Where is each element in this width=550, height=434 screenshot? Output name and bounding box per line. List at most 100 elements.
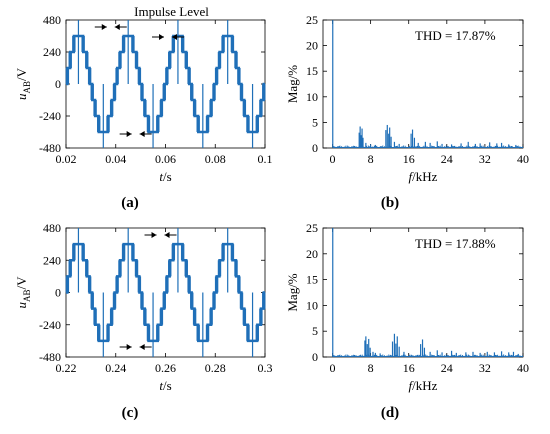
x-tick-label: 0.22 xyxy=(56,361,77,375)
switching-band xyxy=(134,260,139,277)
switching-band xyxy=(85,52,89,68)
switching-band xyxy=(212,84,216,100)
y-axis-label-unit: /V xyxy=(14,67,29,81)
switching-band xyxy=(180,36,185,52)
x-axis-label-main: t xyxy=(159,378,163,393)
switching-band xyxy=(209,308,213,325)
switching-band xyxy=(131,36,135,52)
switching-band xyxy=(217,260,222,277)
switching-band xyxy=(180,244,185,261)
switching-band xyxy=(237,276,241,293)
switching-band xyxy=(112,84,117,100)
switching-band xyxy=(137,276,142,293)
x-tick-label: 0.24 xyxy=(105,361,126,375)
thd-label: THD = 17.87% xyxy=(415,28,496,43)
switching-band xyxy=(137,68,142,84)
panel-b: 0 8 16 24 32 40 0 5 10 15 20 25 THD = 17.87% f/kHz Mag… xyxy=(285,13,529,211)
switching-band xyxy=(246,324,250,341)
switching-band xyxy=(171,244,176,261)
marker-arrowhead xyxy=(114,24,120,30)
switching-band xyxy=(259,308,263,325)
switching-band xyxy=(109,100,114,116)
thd-label: THD = 17.88% xyxy=(415,236,496,251)
x-tick-label: 0.08 xyxy=(205,152,226,166)
switching-band xyxy=(168,52,172,68)
switching-band xyxy=(159,308,164,325)
y-tick-label: 15 xyxy=(306,64,318,78)
switching-band xyxy=(184,52,188,68)
y-tick-label: 15 xyxy=(306,273,318,287)
switching-band xyxy=(93,308,97,325)
marker-arrowhead xyxy=(158,34,164,40)
x-tick-label: 40 xyxy=(517,152,529,166)
switching-band xyxy=(115,68,119,84)
switching-band xyxy=(115,276,119,293)
y-tick-label: 0 xyxy=(312,141,318,155)
x-tick-label: 0.04 xyxy=(105,152,126,166)
switching-band xyxy=(93,100,97,116)
switching-band xyxy=(168,260,172,277)
switching-band xyxy=(65,68,70,84)
switching-band xyxy=(118,52,122,68)
switching-band xyxy=(156,116,160,132)
switching-band xyxy=(196,116,200,132)
switching-band xyxy=(162,292,166,309)
y-axis-label-sub: AB xyxy=(22,81,32,94)
x-tick-label: 0.28 xyxy=(205,361,226,375)
y-axis-label-main: u xyxy=(14,302,29,309)
switching-band xyxy=(85,260,89,277)
switching-band xyxy=(262,292,266,309)
switching-band xyxy=(214,276,219,293)
switching-band xyxy=(121,36,126,52)
switching-band xyxy=(165,276,169,293)
switching-band xyxy=(165,68,169,84)
switching-band xyxy=(221,244,225,261)
marker-arrowhead xyxy=(164,232,170,238)
switching-band xyxy=(234,52,238,68)
x-tick-label: 24 xyxy=(441,361,453,375)
switching-band xyxy=(242,308,247,325)
x-tick-label: 0.06 xyxy=(155,152,176,166)
y-tick-label: 240 xyxy=(43,253,61,267)
y-tick-label: -240 xyxy=(39,318,61,332)
x-tick-label: 0 xyxy=(330,361,336,375)
switching-band xyxy=(192,100,197,116)
x-tick-label: 32 xyxy=(479,152,491,166)
y-axis-label-sub: AB xyxy=(22,289,32,302)
switching-band xyxy=(131,244,135,261)
switching-band xyxy=(171,36,176,52)
switching-band xyxy=(106,324,110,341)
marker-arrowhead xyxy=(126,131,132,137)
marker-arrowhead xyxy=(171,34,177,40)
x-axis-label-unit: /s xyxy=(163,378,172,393)
switching-band xyxy=(65,276,70,293)
switching-band xyxy=(214,68,219,84)
x-axis-label-unit: /kHz xyxy=(412,169,438,184)
switching-band xyxy=(146,324,151,341)
switching-band xyxy=(184,260,188,277)
switching-band xyxy=(140,84,144,100)
y-tick-label: 480 xyxy=(43,221,61,235)
switching-band xyxy=(109,308,114,325)
y-tick-label: 20 xyxy=(306,39,318,53)
x-tick-label: 0.3 xyxy=(258,361,273,375)
marker-arrowhead xyxy=(139,131,145,137)
y-tick-label: 0 xyxy=(55,286,61,300)
switching-band xyxy=(221,36,225,52)
y-tick-label: 10 xyxy=(306,90,318,104)
switching-band xyxy=(121,244,126,261)
x-axis-label-main: f xyxy=(409,378,415,393)
y-axis-label: Mag/% xyxy=(285,65,300,103)
x-tick-label: 8 xyxy=(368,152,374,166)
switching-band xyxy=(134,52,139,68)
y-axis-label: Mag/% xyxy=(285,273,300,311)
y-tick-label: 480 xyxy=(43,13,61,27)
switching-band xyxy=(143,308,147,325)
switching-band xyxy=(156,324,160,341)
x-axis-label-unit: /s xyxy=(163,169,172,184)
switching-band xyxy=(81,36,85,52)
switching-band xyxy=(217,52,222,68)
switching-band xyxy=(97,324,101,341)
y-tick-label: 0 xyxy=(55,77,61,91)
